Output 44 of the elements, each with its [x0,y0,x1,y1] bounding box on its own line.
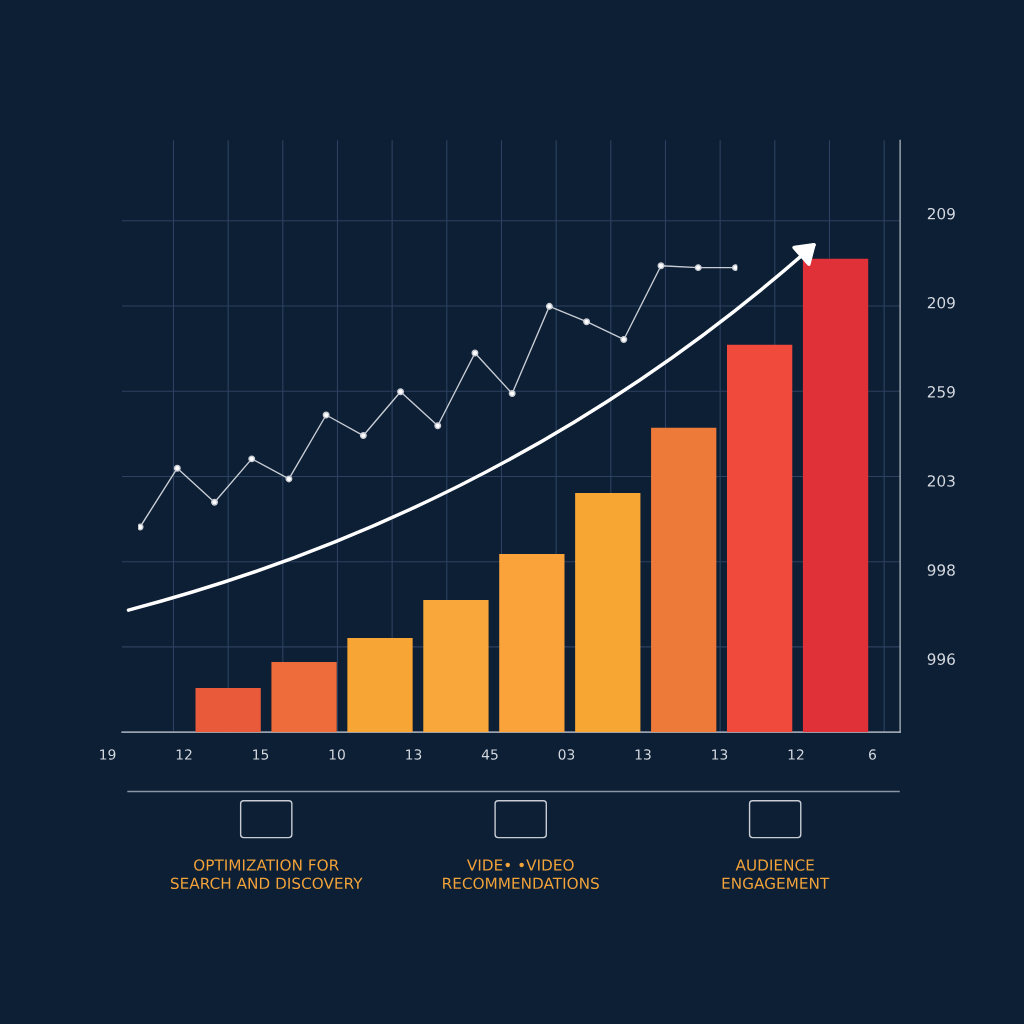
bar [575,493,641,733]
text: 6 [869,749,876,760]
text: 19 [100,749,116,760]
text: 209 [927,297,955,309]
text: 45 [481,749,498,760]
text: 203 [927,475,955,487]
text: AUDIENCE ENGAGEMENT [722,859,830,890]
text: VIDE• •VIDEO RECOMMENDATIONS [443,859,599,890]
point [173,464,181,472]
point [434,422,442,430]
point [359,432,367,440]
point [211,498,218,506]
text: 13 [712,749,728,760]
point [694,264,702,272]
point [322,411,330,419]
text: 10 [329,749,345,760]
point [545,302,553,310]
text: 03 [558,749,575,760]
point [248,455,256,463]
text: 996 [927,653,955,665]
bar [802,258,869,733]
text: 998 [927,564,955,576]
text: OPTIMIZATION FOR SEARCH AND DISCOVERY [170,859,363,890]
point [397,388,405,396]
bar [423,600,489,733]
bar [651,427,717,733]
text: 12 [176,749,192,760]
bar [347,637,413,733]
text: 15 [253,749,269,760]
bar [195,688,261,733]
text: 13 [635,749,651,760]
point [620,335,628,343]
point [508,390,516,398]
bar [499,554,565,733]
point [285,475,293,483]
text: 13 [406,749,422,760]
point [731,264,738,272]
text: 259 [927,386,955,398]
point [657,262,665,270]
text: 12 [788,749,804,760]
bar [271,662,337,733]
text: 209 [927,207,955,220]
point [583,318,591,326]
bar [726,344,793,733]
